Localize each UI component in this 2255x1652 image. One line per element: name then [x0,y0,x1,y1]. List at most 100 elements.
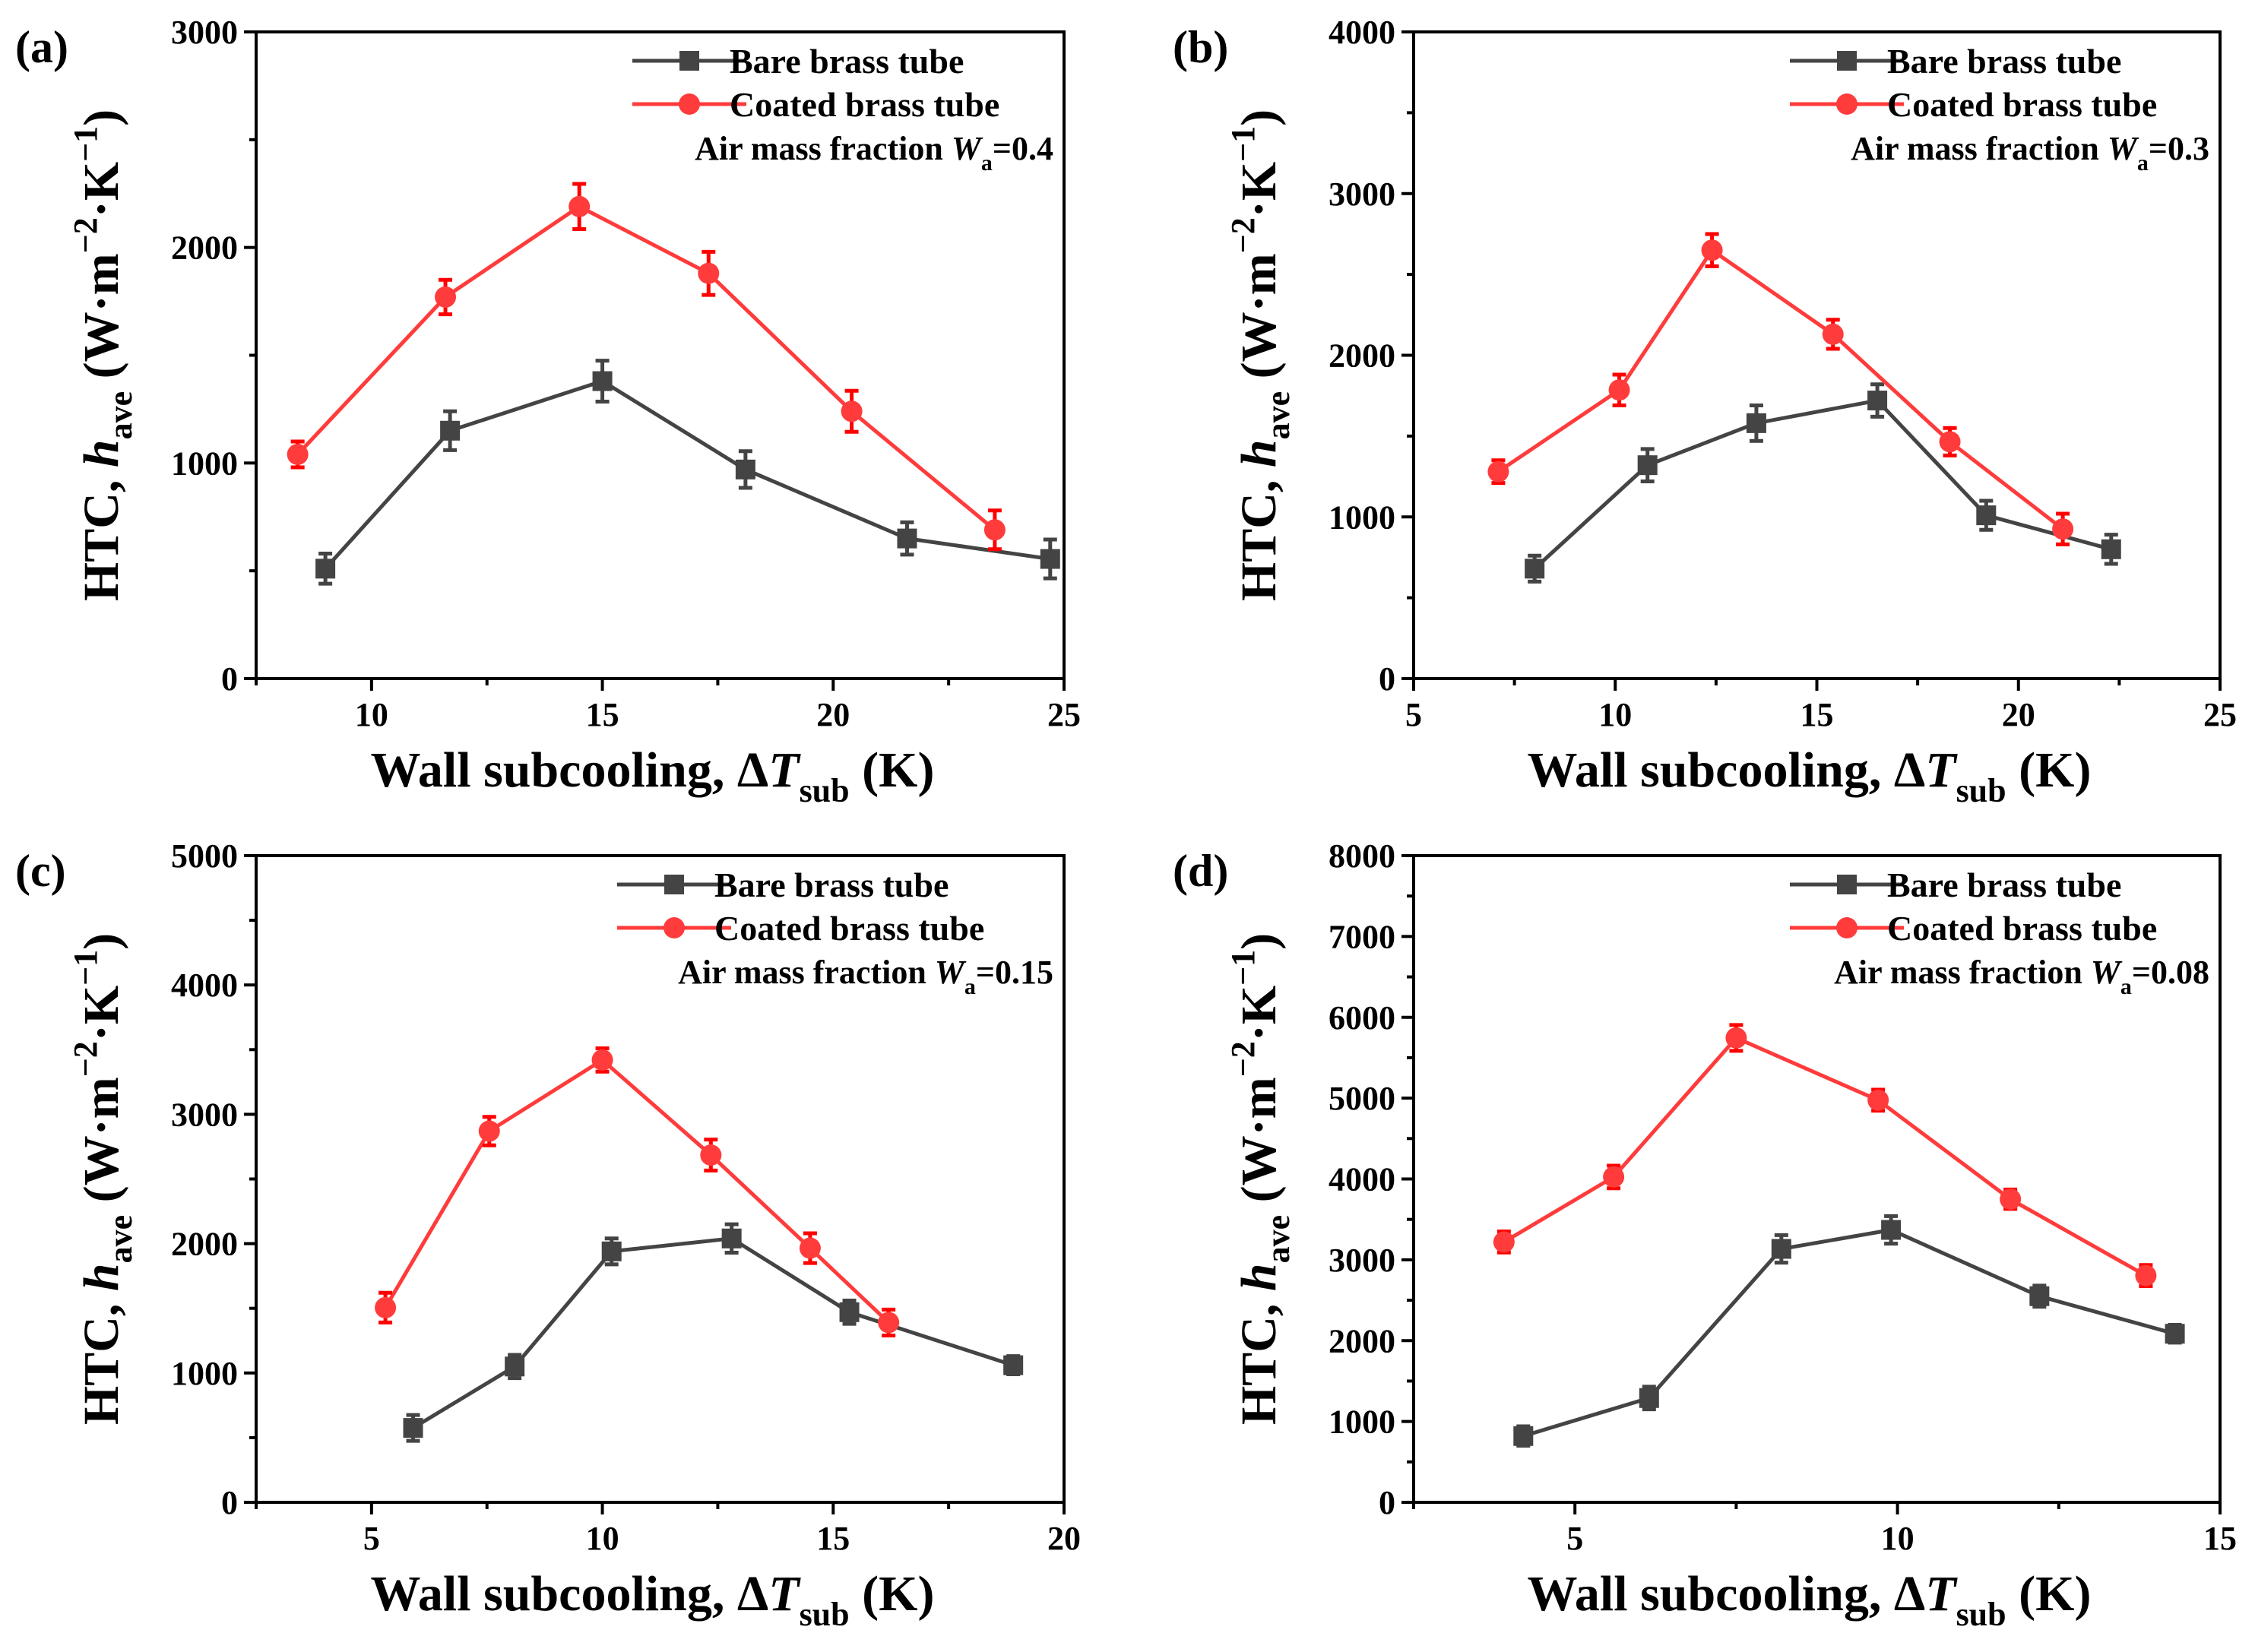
label-part: HTC, [1231,1291,1287,1425]
label-part: h [1231,439,1287,467]
label-part: Wall subcooling, Δ [371,742,769,798]
label-part: a [981,150,993,176]
x-tick-label: 20 [1047,1520,1081,1557]
x-tick-label: 10 [1881,1520,1915,1557]
legend-item-coated: Coated brass tube [1790,909,2157,948]
label-part: ·K [1231,162,1287,217]
label-part: sub [800,772,850,809]
label-part: HTC, [74,1291,129,1425]
y-tick-label: 3000 [1329,176,1395,213]
air-mass-fraction-annotation: Air mass fraction Wa=0.08 [1834,954,2209,999]
x-tick-label: 10 [355,696,388,733]
label-part: a [2137,150,2149,176]
label-part: Wall subcooling, Δ [1528,742,1926,798]
label-part: h [74,439,129,467]
data-point-square [1771,1239,1791,1259]
label-part: ave [102,391,139,440]
series-coated [1493,1023,2157,1288]
air-mass-fraction-annotation: Air mass fraction Wa=0.15 [678,954,1053,999]
x-tick-label: 10 [586,1520,619,1557]
panel-d: (d) 0 1000 2000 3000 4000 5000 6000 7000 8000 5 10 1… [1173,837,2237,1633]
label-part: −2 [67,1041,104,1077]
data-point-circle [698,262,720,284]
y-tick-label: 2000 [171,229,238,267]
y-tick-label: 1000 [1329,498,1395,536]
data-point-square [1637,455,1658,476]
data-point-square [1003,1355,1024,1375]
series-bare [1525,382,2121,584]
y-axis-title: HTC, have (W·m−2·K−1) [1224,933,1297,1425]
label-part: (W·m [74,1077,129,1214]
y-axis-title: HTC, have (W·m−2·K−1) [67,933,139,1425]
label-part: −1 [67,950,104,986]
air-mass-fraction-annotation: Air mass fraction Wa=0.3 [1851,130,2209,176]
y-tick-label: 2000 [1329,337,1395,375]
series-bare [1513,1214,2185,1448]
legend-item-bare: Bare brass tube [632,42,964,81]
series-line [1503,1035,2147,1277]
x-tick-label: 25 [2203,696,2237,733]
label-part: −1 [1224,126,1262,162]
legend-marker-square [679,51,699,71]
data-point-square [601,1241,622,1261]
data-point-circle [700,1144,722,1166]
data-point-square [1881,1220,1902,1240]
data-point-square [735,459,755,479]
label-part: −2 [1224,1041,1262,1077]
data-point-circle [1608,379,1630,401]
label-part: T [768,742,801,798]
y-tick-label: 7000 [1329,918,1395,955]
label-part: W [952,130,983,167]
data-point-square [839,1302,860,1322]
plot-frame [255,30,1066,680]
panel-label: (a) [15,22,68,72]
x-tick-label: 15 [586,696,619,733]
series-line [1522,1227,2176,1438]
data-point-circle [375,1296,397,1318]
label-part: W [935,954,967,991]
label-part: ave [1259,391,1297,440]
label-part: ave [102,1215,139,1264]
data-point-circle [1603,1166,1625,1188]
panel-c: (c) 0 1000 2000 3000 4000 5000 5 10 15 20 Wall subc… [15,837,1081,1633]
label-part: T [1925,1566,1958,1622]
x-axis-title: Wall subcooling, ΔTsub (K) [371,742,935,809]
x-axis-title: Wall subcooling, ΔTsub (K) [1528,1566,2092,1633]
legend-label: Coated brass tube [714,909,984,948]
panel-b: (b) 0 1000 2000 3000 4000 5 10 15 20 25 Wall subcoo… [1173,14,2237,809]
label-part: T [768,1566,801,1622]
data-point-square [1746,413,1766,433]
series-line [1497,247,2064,531]
legend-item-coated: Coated brass tube [1790,85,2157,124]
label-part: HTC, [74,467,129,601]
panel-label: (d) [1173,846,1228,896]
label-part: (W·m [1231,1077,1287,1214]
series-line [383,1057,890,1324]
legend-marker-square [664,875,684,894]
label-part: Air mass fraction [1834,954,2091,991]
label-part: −1 [1224,950,1262,986]
label-part: ave [1259,1215,1297,1264]
y-tick-label: 4000 [1329,1161,1395,1198]
label-part: (W·m [1231,253,1287,391]
air-mass-fraction-annotation: Air mass fraction Wa=0.4 [695,130,1053,176]
y-tick-label: 8000 [1329,837,1395,875]
legend-item-bare: Bare brass tube [1790,42,2121,81]
label-part: =0.3 [2149,130,2209,167]
label-part: =0.08 [2132,954,2209,991]
data-point-circle [1487,460,1509,483]
series-line [412,1236,1014,1430]
x-tick-label: 15 [1801,696,1834,733]
panel-label: (b) [1173,22,1228,72]
legend-label: Bare brass tube [714,866,949,904]
label-part: h [74,1263,129,1291]
label-part: Air mass fraction [1851,130,2108,167]
y-tick-label: 6000 [1329,999,1395,1036]
y-tick-label: 2000 [1329,1322,1395,1359]
data-point-square [1040,549,1060,569]
data-point-square [315,559,336,579]
y-tick-label: 3000 [171,1096,238,1133]
data-point-circle [878,1312,900,1334]
label-part: W [2108,130,2139,167]
x-tick-label: 5 [1405,696,1422,733]
